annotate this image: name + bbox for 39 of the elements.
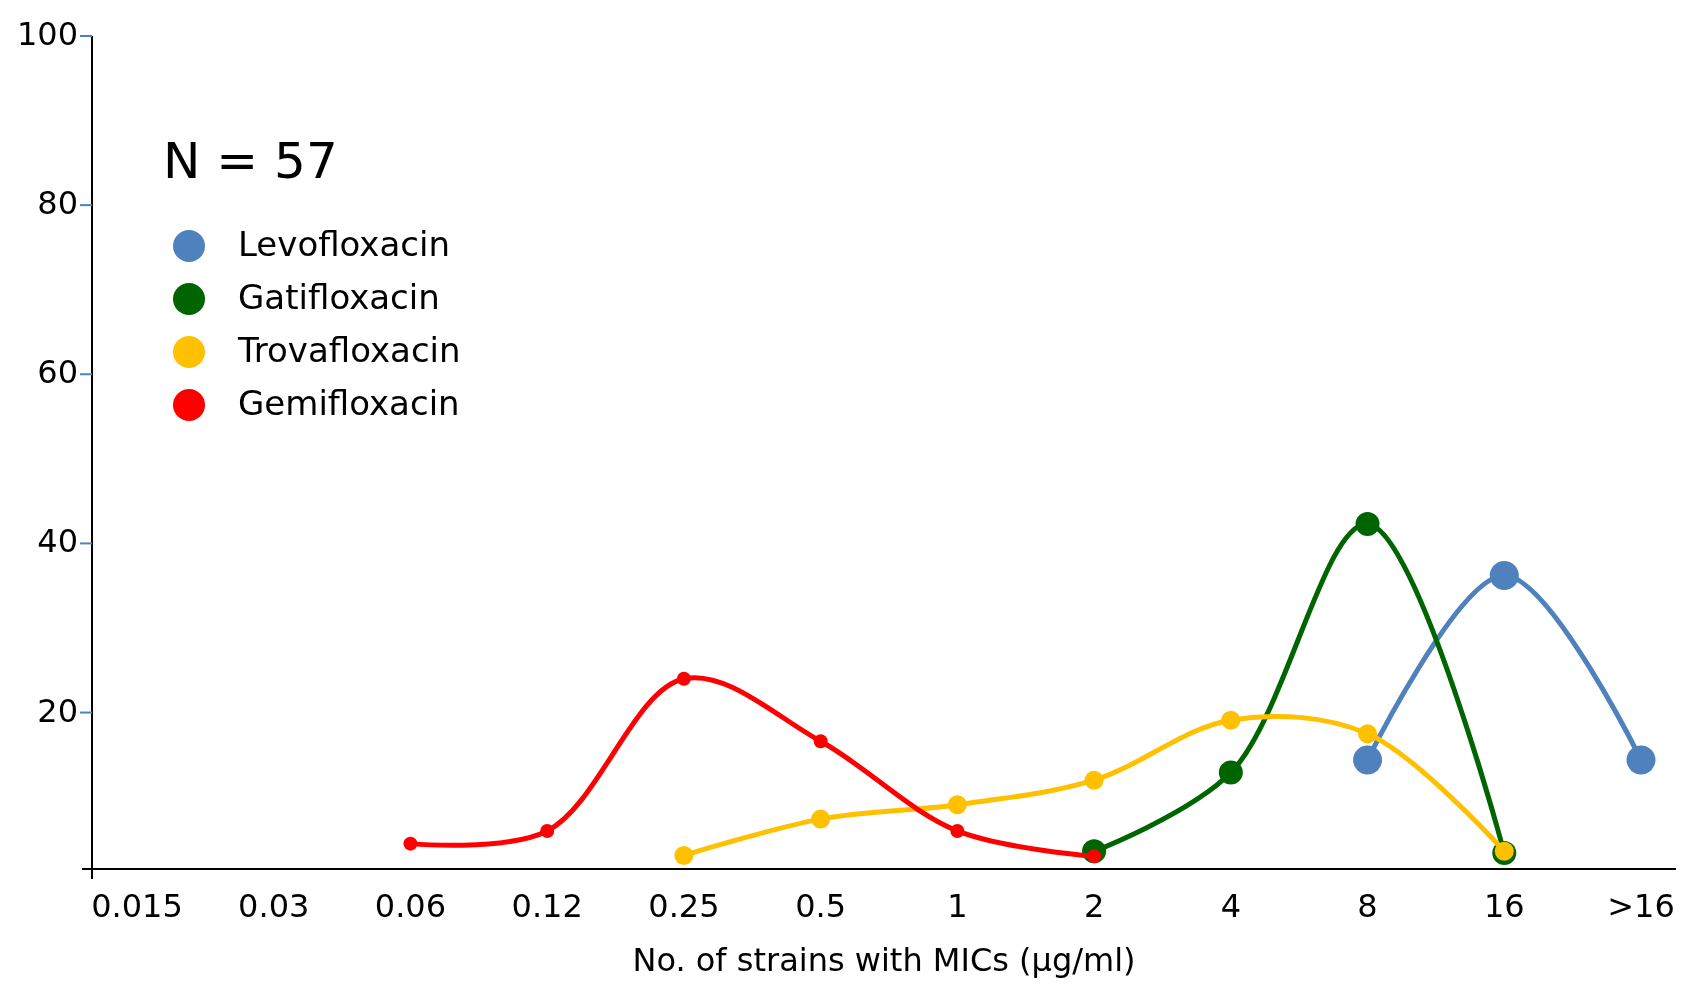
x-tick-label: 8 xyxy=(1357,887,1378,925)
point xyxy=(1218,760,1243,785)
x-tick-label: 16 xyxy=(1483,887,1525,925)
x-tick-label: >16 xyxy=(1607,887,1675,925)
point xyxy=(1358,724,1378,744)
point xyxy=(811,809,831,829)
legend-label: Gemifloxacin xyxy=(238,382,460,423)
legend-label: Levofloxacin xyxy=(238,223,451,264)
point xyxy=(676,671,691,686)
point xyxy=(403,836,418,851)
point xyxy=(540,823,555,838)
x-tick-label: 2 xyxy=(1083,887,1105,925)
legend-title: N = 57 xyxy=(163,132,338,190)
legend-label: Gatifloxacin xyxy=(238,276,440,317)
x-tick-label: 4 xyxy=(1220,887,1241,925)
point xyxy=(947,795,967,815)
y-tick-label: 20 xyxy=(37,691,78,730)
y-tick-label: 100 xyxy=(16,15,78,53)
point xyxy=(1489,561,1519,591)
point xyxy=(950,823,965,838)
x-tick-label: 0.12 xyxy=(511,887,583,925)
point xyxy=(1355,511,1380,536)
point xyxy=(1626,745,1656,775)
x-tick-label: 0.03 xyxy=(238,887,310,925)
point xyxy=(813,734,828,749)
point xyxy=(674,845,694,865)
y-tick-label: 80 xyxy=(37,184,78,223)
x-tick-label: 0.25 xyxy=(648,887,720,925)
x-tick-label: 0.06 xyxy=(374,887,447,925)
x-axis-title: No. of strains with MICs (µg/ml) xyxy=(632,941,1136,979)
point xyxy=(1084,770,1104,790)
y-tick-label: 40 xyxy=(37,522,78,561)
point xyxy=(1221,710,1241,730)
x-tick-label: 1 xyxy=(947,887,968,925)
y-tick-label: 60 xyxy=(37,353,78,392)
x-tick-label: 0.5 xyxy=(795,887,847,925)
point xyxy=(1353,745,1383,775)
x-tick-label: 0.015 xyxy=(91,887,183,925)
legend-label: Trovafloxacin xyxy=(237,329,461,370)
